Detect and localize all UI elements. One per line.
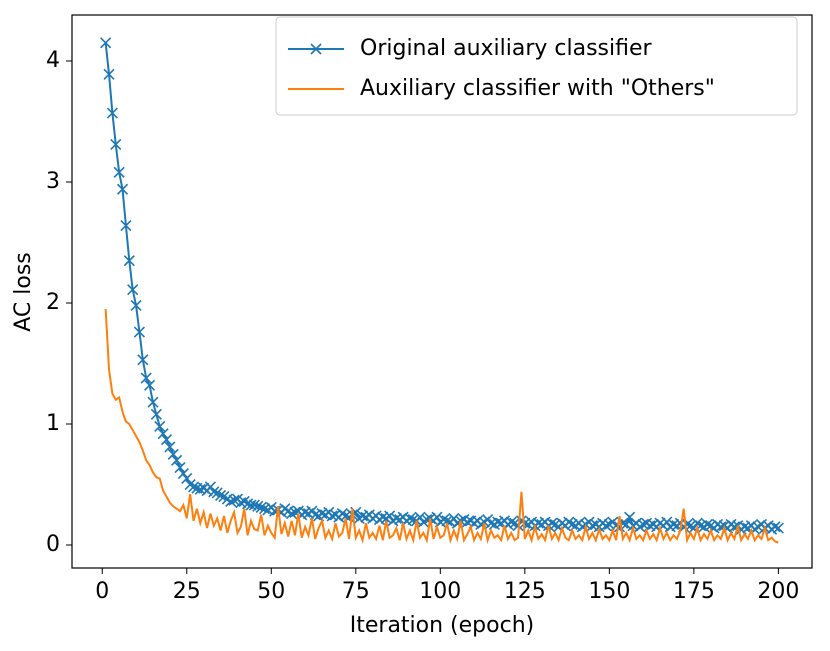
- legend: Original auxiliary classifier Auxiliary c…: [275, 16, 798, 116]
- marker: [154, 420, 166, 432]
- marker: [701, 518, 713, 531]
- marker: [103, 68, 115, 80]
- marker: [167, 448, 179, 460]
- marker: [100, 37, 112, 49]
- marker: [600, 520, 612, 532]
- marker: [441, 515, 453, 527]
- y-tick-label: 1: [46, 411, 60, 436]
- plot-frame: [71, 14, 813, 569]
- marker: [225, 495, 237, 508]
- marker: [228, 494, 240, 506]
- marker: [187, 481, 200, 493]
- x-tick-label: 0: [95, 579, 109, 604]
- marker: [130, 299, 142, 311]
- marker: [120, 219, 132, 232]
- series-line: [104, 308, 779, 545]
- marker: [174, 461, 186, 474]
- marker: [140, 372, 152, 384]
- y-axis-label: AC loss: [11, 252, 36, 332]
- marker: [113, 166, 125, 178]
- marker: [286, 507, 298, 520]
- marker: [728, 521, 740, 533]
- marker: [252, 500, 264, 512]
- x-tick-label: 25: [173, 579, 201, 604]
- x-tick-label: 75: [342, 579, 370, 604]
- marker: [150, 408, 162, 420]
- marker: [127, 284, 139, 296]
- marker: [438, 514, 450, 526]
- marker: [772, 522, 784, 534]
- marker: [681, 518, 693, 531]
- legend-label: Original auxiliary classifier: [360, 36, 653, 61]
- marker: [505, 516, 517, 528]
- marker: [208, 486, 220, 498]
- legend-label: Auxiliary classifier with "Others": [360, 76, 715, 101]
- marker: [769, 521, 781, 533]
- marker: [110, 138, 122, 151]
- series-line: [104, 42, 779, 531]
- marker: [384, 510, 396, 522]
- marker: [448, 512, 460, 524]
- marker: [123, 255, 135, 267]
- marker: [160, 434, 173, 446]
- x-tick-label: 175: [673, 579, 715, 604]
- marker: [164, 441, 176, 453]
- marker: [137, 354, 149, 366]
- marker: [215, 489, 227, 501]
- x-tick-label: 125: [504, 579, 546, 604]
- marker: [144, 379, 156, 391]
- x-tick-label: 200: [757, 579, 799, 604]
- x-axis-label: Iteration (epoch): [350, 613, 534, 638]
- marker: [171, 454, 183, 466]
- marker: [404, 512, 416, 524]
- x-tick-label: 150: [588, 579, 630, 604]
- y-tick-label: 0: [46, 532, 60, 557]
- marker: [414, 511, 426, 523]
- y-tick-label: 2: [46, 290, 60, 315]
- marker: [181, 472, 193, 485]
- marker: [147, 396, 159, 408]
- marker: [116, 183, 129, 195]
- marker: [661, 516, 673, 528]
- marker: [248, 499, 260, 511]
- legend-marker: [310, 43, 322, 55]
- y-tick-label: 4: [46, 48, 60, 73]
- y-tick-label: 3: [46, 169, 60, 194]
- marker: [255, 501, 267, 514]
- marker: [157, 428, 169, 440]
- x-tick-label: 50: [257, 579, 285, 604]
- marker: [133, 326, 146, 338]
- marker: [106, 107, 118, 119]
- marker: [177, 468, 189, 480]
- marker: [431, 511, 443, 523]
- x-tick-label: 100: [419, 579, 461, 604]
- legend-box: [275, 16, 798, 116]
